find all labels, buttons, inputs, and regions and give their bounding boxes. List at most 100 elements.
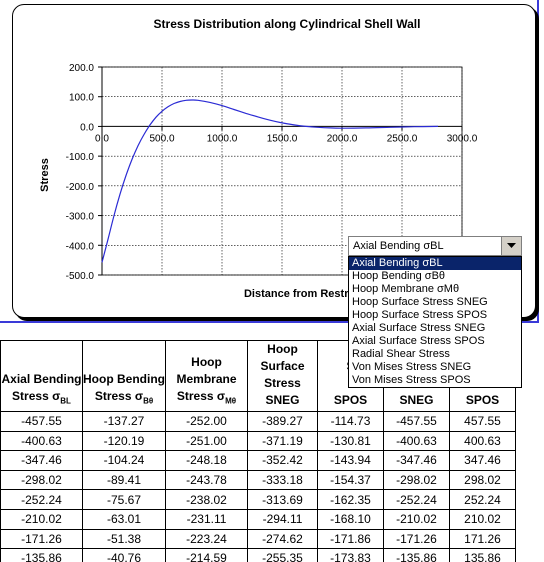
table-cell[interactable]: -252.00 [165,411,248,432]
table-cell[interactable]: -251.00 [165,430,248,452]
x-tick-label: 2500.0 [387,133,418,144]
table-cell[interactable]: -248.18 [165,450,248,471]
column-header-line: Stress [264,376,301,390]
table-row: -252.24 -75.67 -238.02 -313.69 -162.35 -252.2… [0,489,516,510]
table-cell[interactable]: -51.38 [82,528,166,550]
table-cell[interactable]: -313.69 [247,489,318,510]
table-cell[interactable]: -238.02 [165,489,248,510]
table-cell[interactable]: -389.27 [247,411,318,432]
table-cell[interactable]: 457.55 [449,411,516,432]
series-select-list[interactable]: Axial Bending σBL Hoop Bending σBθ Hoop Me… [348,256,522,388]
table-cell[interactable]: -171.26 [383,528,450,550]
table-cell[interactable]: -40.76 [82,548,166,562]
column-header-line: Hoop [191,354,222,369]
series-option[interactable]: Hoop Membrane σMθ [352,283,460,295]
table-cell[interactable]: -89.41 [82,469,166,491]
table-cell[interactable]: -347.46 [0,450,83,471]
table-cell[interactable]: 135.86 [449,548,516,562]
table-cell[interactable]: -333.18 [247,469,318,491]
series-option[interactable]: Hoop Surface Stress SNEG [352,296,488,308]
table-cell[interactable]: -168.10 [317,508,384,530]
series-option[interactable]: Hoop Surface Stress SPOS [352,309,488,321]
table-cell[interactable]: -298.02 [0,469,83,491]
table-cell[interactable]: -252.24 [0,489,83,510]
table-cell[interactable]: -135.86 [0,548,83,562]
table-cell[interactable]: -210.02 [383,508,450,530]
column-header: Hoop Bending Stress σBθ [82,340,166,412]
table-cell[interactable]: -171.86 [317,528,384,550]
y-tick-label: -500.0 [66,271,95,282]
table-cell[interactable]: -154.37 [317,469,384,491]
table-cell[interactable]: -298.02 [383,469,450,491]
column-header-line: SPOS [465,393,500,407]
table-row: -298.02 -89.41 -243.78 -333.18 -154.37 -298.0… [0,469,516,491]
chart-selection-line-right [537,0,539,323]
table-cell[interactable]: -214.59 [165,548,248,562]
y-tick-label: 100.0 [69,93,94,104]
series-option[interactable]: Radial Shear Stress [352,348,450,360]
table-cell[interactable]: -162.35 [317,489,384,510]
table-cell[interactable]: 347.46 [449,450,516,471]
column-header-line: Surface [260,359,305,373]
table-cell[interactable]: -400.63 [0,430,83,452]
chart-title: Stress Distribution along Cylindrical Sh… [154,17,421,31]
table-cell[interactable]: -371.19 [247,430,318,452]
table-cell[interactable]: -352.42 [247,450,318,471]
dropdown-arrow-button[interactable] [501,237,521,255]
x-axis-label: Distance from Restraint [244,288,368,300]
table-row: -171.26 -51.38 -223.24 -274.62 -171.86 -171.2… [0,528,516,550]
table-cell[interactable]: -347.46 [383,450,450,471]
table-cell[interactable]: -457.55 [0,411,83,432]
column-header-line: SNEG [399,393,434,407]
series-option[interactable]: Hoop Bending σBθ [352,270,446,282]
column-header: Axial Bending Stress σBL [0,340,83,412]
table-cell[interactable]: -400.63 [383,430,450,452]
table-cell[interactable]: -231.11 [165,508,248,530]
table-cell[interactable]: -457.55 [383,411,450,432]
table-cell[interactable]: -63.01 [82,508,166,530]
table-cell[interactable]: -114.73 [317,411,384,432]
table-cell[interactable]: -171.26 [0,528,83,550]
column-header-line: Hoop Bending [83,371,165,386]
table-cell[interactable]: -223.24 [165,528,248,550]
table-row: -457.55 -137.27 -252.00 -389.27 -114.73 -457.… [0,411,516,432]
table-cell[interactable]: -210.02 [0,508,83,530]
table-cell[interactable]: 210.02 [449,508,516,530]
table-cell[interactable]: -143.94 [317,450,384,471]
column-header-line: Hoop [267,342,298,356]
y-tick-label: -300.0 [66,212,95,223]
table-cell[interactable]: -120.19 [82,430,166,452]
table-cell[interactable]: -274.62 [247,528,318,550]
table-cell[interactable]: 298.02 [449,469,516,491]
table-cell[interactable]: -294.11 [247,508,318,530]
table-cell[interactable]: 171.26 [449,528,516,550]
column-header-line: SPOS [333,393,368,407]
x-tick-label: 0.0 [95,133,109,144]
table-cell[interactable]: -252.24 [383,489,450,510]
y-tick-label: -200.0 [66,182,95,193]
series-option[interactable]: Axial Surface Stress SPOS [352,335,485,347]
chevron-down-icon [507,243,516,248]
table-cell[interactable]: -135.86 [383,548,450,562]
series-select[interactable]: Axial Bending σBL [348,236,522,256]
table-cell[interactable]: -173.83 [317,548,384,562]
series-option[interactable]: Axial Surface Stress SNEG [352,322,486,334]
table-cell[interactable]: -130.81 [317,430,384,452]
table-cell[interactable]: -75.67 [82,489,166,510]
table-cell[interactable]: -104.24 [82,450,166,471]
table-cell[interactable]: -137.27 [82,411,166,432]
table-cell[interactable]: -243.78 [165,469,248,491]
y-tick-label: -100.0 [66,152,95,163]
y-tick-label: -400.0 [66,241,95,252]
column-header-line: Stress σ [176,388,226,403]
table-cell[interactable]: 252.24 [449,489,516,510]
table-row: -347.46 -104.24 -248.18 -352.42 -143.94 -347.… [0,450,516,471]
x-tick-label: 3000.0 [447,133,478,144]
series-option[interactable]: Von Mises Stress SNEG [352,361,472,373]
x-tick-label: 1500.0 [267,133,298,144]
x-tick-label: 1000.0 [207,133,238,144]
series-option[interactable]: Von Mises Stress SPOS [352,374,471,386]
table-cell[interactable]: -255.35 [247,548,318,562]
series-option[interactable]: Axial Bending σBL [349,257,521,270]
table-cell[interactable]: 400.63 [449,430,516,452]
